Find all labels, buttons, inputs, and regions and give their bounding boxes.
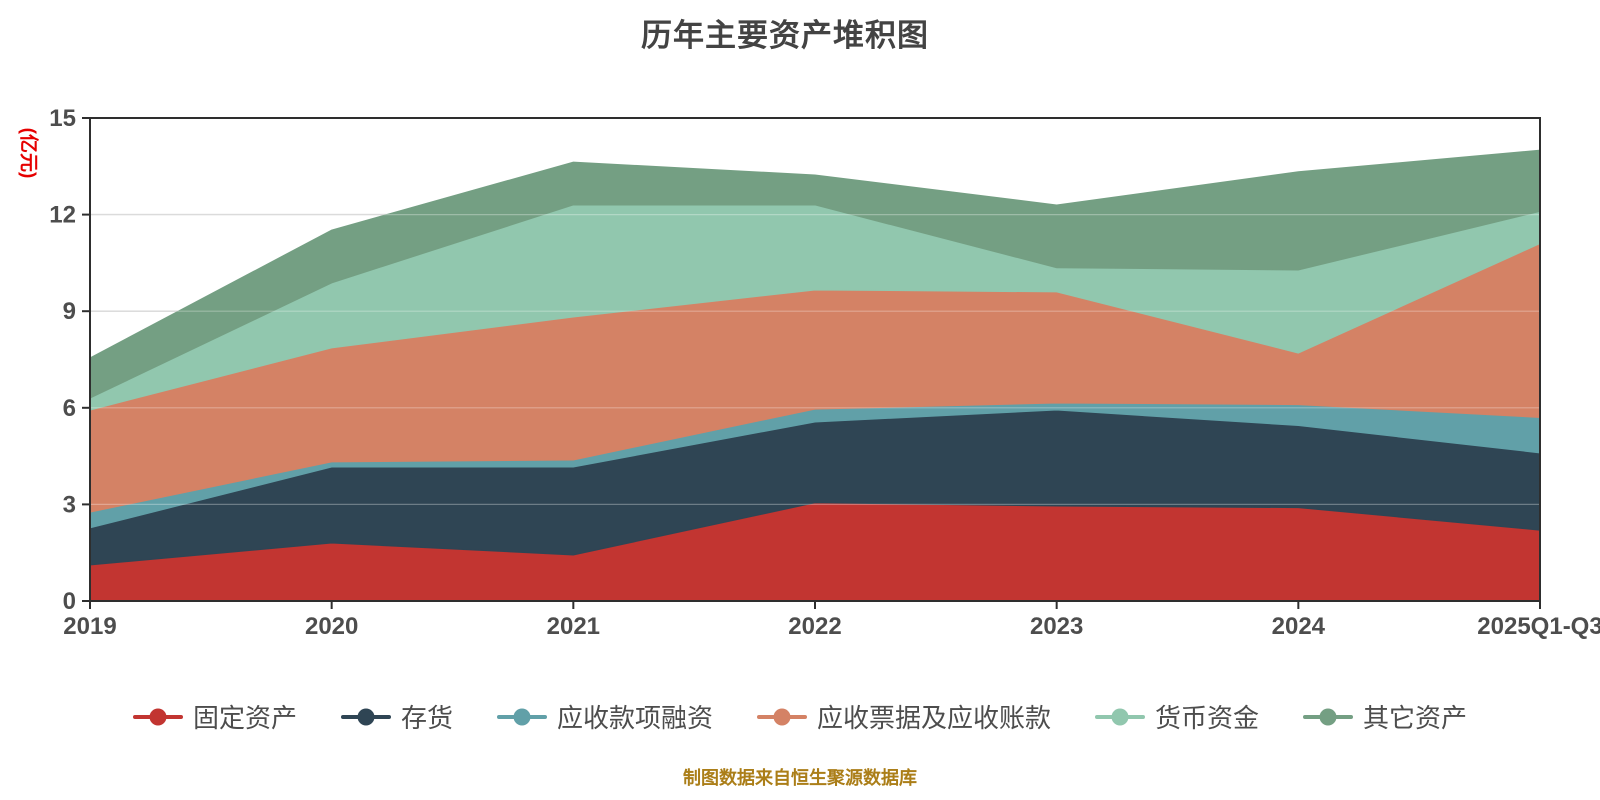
- x-tick-label: 2025Q1-Q3: [1477, 613, 1600, 640]
- legend-item-label: 应收票据及应收账款: [817, 703, 1052, 733]
- y-tick-label: 0: [63, 588, 76, 615]
- x-tick-label: 2021: [547, 613, 600, 640]
- legend-dot: [1111, 708, 1129, 725]
- y-tick-label: 12: [49, 202, 76, 229]
- legend-dot: [357, 708, 375, 725]
- legend-item-label: 存货: [400, 703, 453, 733]
- legend-item-2[interactable]: 存货: [340, 698, 453, 735]
- legend-line-dot-icon: [757, 704, 807, 730]
- legend-line-dot-icon: [1303, 704, 1354, 730]
- legend-item-4[interactable]: 应收票据及应收账款: [757, 698, 1051, 735]
- legend-item-6[interactable]: 其它资产: [1303, 698, 1467, 735]
- legend-item-3[interactable]: 应收款项融资: [496, 698, 713, 735]
- y-tick-label: 6: [63, 395, 76, 422]
- y-tick-label: 15: [49, 105, 76, 132]
- legend-line-dot-icon: [1095, 704, 1146, 730]
- x-tick-label: 2024: [1272, 613, 1326, 640]
- legend-line-dot-icon: [132, 704, 183, 730]
- y-tick-label: 9: [63, 298, 76, 325]
- legend-line-dot-icon: [340, 704, 391, 730]
- legend-item-1[interactable]: 固定资产: [132, 698, 297, 735]
- legend: 固定资产 存货 应收款项融资 应收票据及应收账款 货币资金 其它资产: [0, 698, 1600, 735]
- chart-title: 历年主要资产堆积图: [641, 18, 929, 53]
- x-tick-label: 2023: [1030, 613, 1083, 640]
- x-tick-label: 2019: [63, 613, 116, 640]
- x-tick-label: 2022: [788, 613, 841, 640]
- legend-dot: [773, 708, 791, 725]
- legend-item-label: 应收款项融资: [556, 703, 713, 733]
- x-tick-label: 2020: [305, 613, 358, 640]
- legend-item-label: 其它资产: [1363, 703, 1468, 733]
- legend-dot: [513, 708, 531, 725]
- legend-dot: [149, 708, 167, 725]
- legend-item-label: 货币资金: [1155, 703, 1260, 733]
- legend-item-label: 固定资产: [192, 703, 297, 733]
- legend-dot: [1319, 708, 1337, 725]
- legend-line-dot-icon: [496, 704, 547, 730]
- legend-item-5[interactable]: 货币资金: [1095, 698, 1259, 735]
- data-source-note: 制图数据来自恒生聚源数据库: [683, 768, 917, 788]
- y-tick-label: 3: [63, 491, 76, 518]
